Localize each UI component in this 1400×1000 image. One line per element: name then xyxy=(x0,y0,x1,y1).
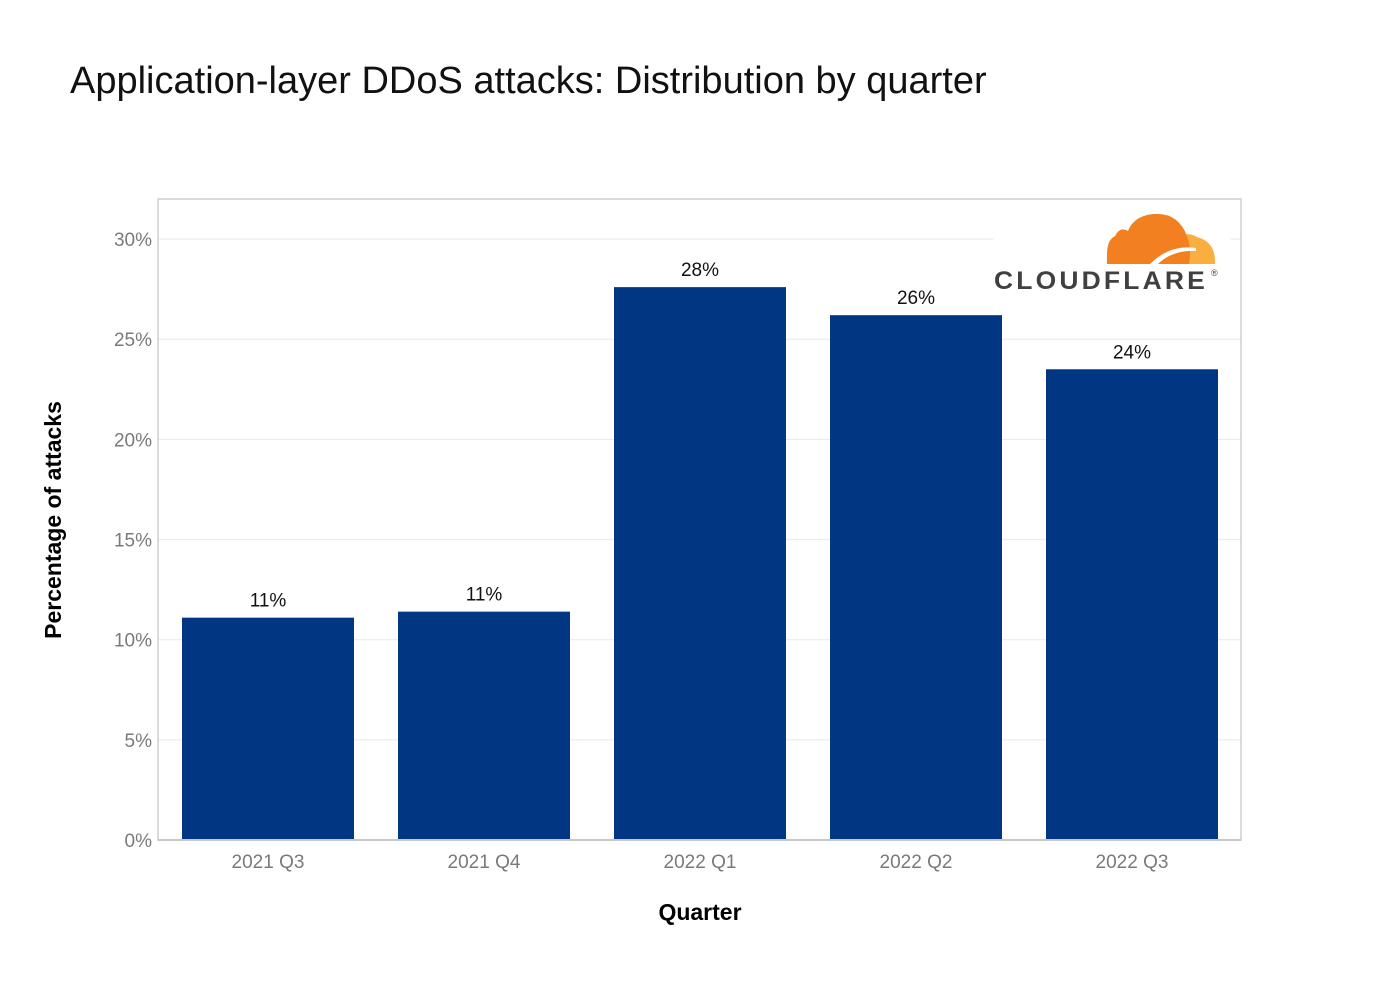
registered-mark: ® xyxy=(1211,268,1218,278)
bar xyxy=(398,611,570,840)
x-tick-label: 2022 Q3 xyxy=(1096,852,1169,873)
x-axis-title: Quarter xyxy=(658,899,741,925)
y-tick-label: 15% xyxy=(114,531,152,552)
y-tick-label: 0% xyxy=(125,831,153,852)
data-label: 11% xyxy=(466,585,503,606)
y-tick-label: 25% xyxy=(114,330,152,351)
x-axis-ticks: 2021 Q3 2021 Q4 2022 Q1 2022 Q2 2022 Q3 xyxy=(232,852,1169,873)
x-tick-label: 2022 Q2 xyxy=(880,852,953,873)
data-label: 28% xyxy=(681,260,719,281)
y-axis-title: Percentage of attacks xyxy=(40,401,66,639)
bar xyxy=(1046,369,1218,840)
bar xyxy=(614,287,786,840)
x-tick-label: 2021 Q3 xyxy=(232,852,305,873)
y-tick-label: 10% xyxy=(114,631,152,652)
bar xyxy=(830,315,1002,840)
data-labels: 11% 11% 28% 26% 24% xyxy=(250,260,1151,612)
data-label: 26% xyxy=(897,288,935,309)
cloudflare-logo: CLOUDFLARE ® xyxy=(994,206,1230,298)
x-tick-label: 2022 Q1 xyxy=(664,852,737,873)
y-tick-label: 30% xyxy=(114,230,152,251)
y-axis-ticks: 0% 5% 10% 15% 20% 25% 30% xyxy=(114,230,152,852)
logo-wordmark: CLOUDFLARE xyxy=(994,267,1208,295)
chart-title: Application-layer DDoS attacks: Distribu… xyxy=(70,60,987,102)
y-tick-label: 5% xyxy=(125,731,153,752)
data-label: 11% xyxy=(250,591,287,612)
bars xyxy=(182,287,1218,840)
y-tick-label: 20% xyxy=(114,430,152,451)
bar xyxy=(182,617,354,840)
data-label: 24% xyxy=(1113,342,1151,363)
x-tick-label: 2021 Q4 xyxy=(448,852,521,873)
cloud-icon xyxy=(1107,213,1216,264)
